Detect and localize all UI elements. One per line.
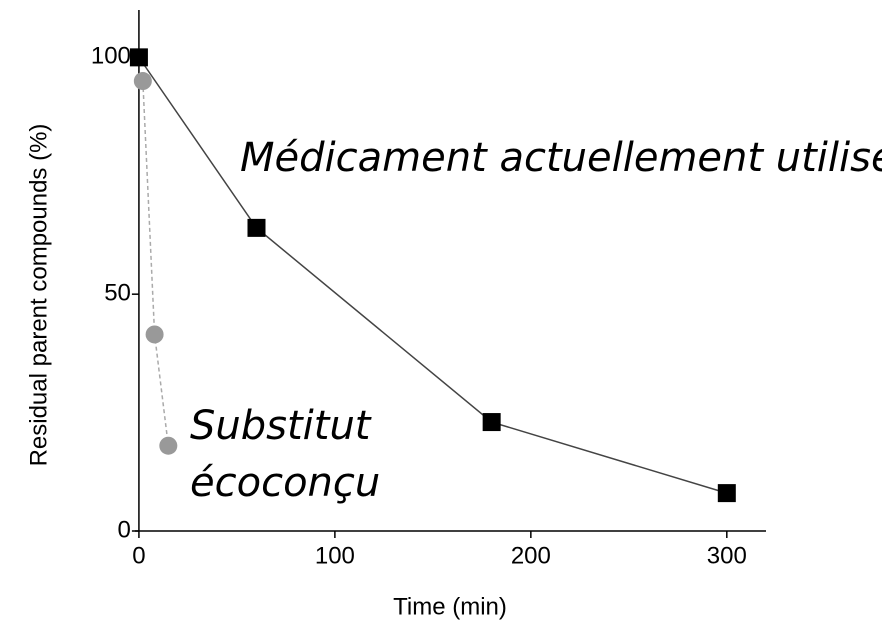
- y-axis-label: Residual parent compounds (%): [25, 124, 52, 467]
- y-tick-label: 50: [104, 280, 131, 307]
- y-tick-label: 100: [91, 43, 131, 70]
- annotation: Médicament actuellement utilisé: [240, 135, 882, 181]
- marker: [717, 484, 736, 503]
- marker: [133, 72, 152, 91]
- marker: [145, 325, 164, 344]
- series-line: [142, 81, 170, 446]
- annotation: Substitut: [190, 403, 372, 449]
- y-tick-label: 0: [118, 516, 131, 543]
- series-line: [138, 56, 728, 494]
- x-tick-label: 200: [511, 542, 551, 569]
- marker: [129, 48, 148, 67]
- marker: [247, 218, 266, 237]
- annotation: écoconçu: [190, 460, 380, 506]
- marker: [159, 436, 178, 455]
- x-tick-label: 100: [315, 542, 355, 569]
- x-tick-label: 0: [132, 542, 145, 569]
- x-tick-label: 300: [707, 542, 747, 569]
- x-axis-label: Time (min): [393, 593, 507, 620]
- marker: [482, 413, 501, 432]
